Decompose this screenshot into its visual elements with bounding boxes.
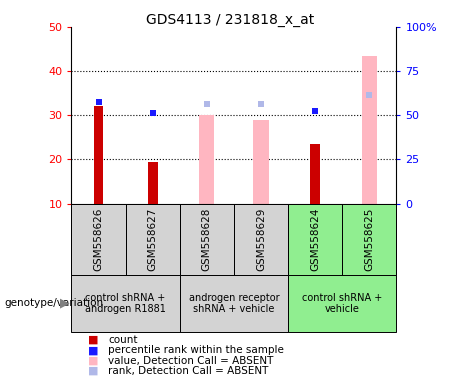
Text: GSM558626: GSM558626 (94, 207, 104, 271)
Bar (180, 204, 234, 275)
Text: ■: ■ (88, 335, 98, 345)
Bar (342, 204, 396, 275)
Bar (71, 204, 125, 275)
Text: percentile rank within the sample: percentile rank within the sample (108, 345, 284, 355)
Bar (71, 204, 180, 275)
Bar (94, 106, 103, 204)
Bar (125, 204, 180, 275)
Text: control shRNA +
androgen R1881: control shRNA + androgen R1881 (85, 293, 166, 314)
Bar (254, 120, 269, 204)
Text: androgen receptor
shRNA + vehicle: androgen receptor shRNA + vehicle (189, 293, 279, 314)
Bar (199, 115, 214, 204)
Text: genotype/variation: genotype/variation (5, 298, 104, 308)
Text: control shRNA +
vehicle: control shRNA + vehicle (302, 293, 383, 314)
Bar (234, 204, 288, 275)
Bar (288, 275, 396, 332)
Text: ■: ■ (88, 366, 98, 376)
Text: rank, Detection Call = ABSENT: rank, Detection Call = ABSENT (108, 366, 269, 376)
Bar (71, 275, 180, 332)
Text: ■: ■ (88, 345, 98, 355)
Bar (310, 144, 320, 204)
Text: GDS4113 / 231818_x_at: GDS4113 / 231818_x_at (147, 13, 314, 27)
Text: GSM558627: GSM558627 (148, 207, 158, 271)
Text: GSM558628: GSM558628 (202, 207, 212, 271)
Bar (148, 162, 158, 204)
Bar (180, 204, 288, 275)
Bar (180, 275, 288, 332)
Text: count: count (108, 335, 138, 345)
Text: GSM558629: GSM558629 (256, 207, 266, 271)
Text: ■: ■ (88, 356, 98, 366)
Bar (362, 56, 377, 204)
Text: ▶: ▶ (60, 297, 70, 310)
Text: GSM558624: GSM558624 (310, 207, 320, 271)
Bar (288, 204, 396, 275)
Bar (288, 204, 342, 275)
Text: GSM558625: GSM558625 (364, 207, 374, 271)
Text: value, Detection Call = ABSENT: value, Detection Call = ABSENT (108, 356, 274, 366)
